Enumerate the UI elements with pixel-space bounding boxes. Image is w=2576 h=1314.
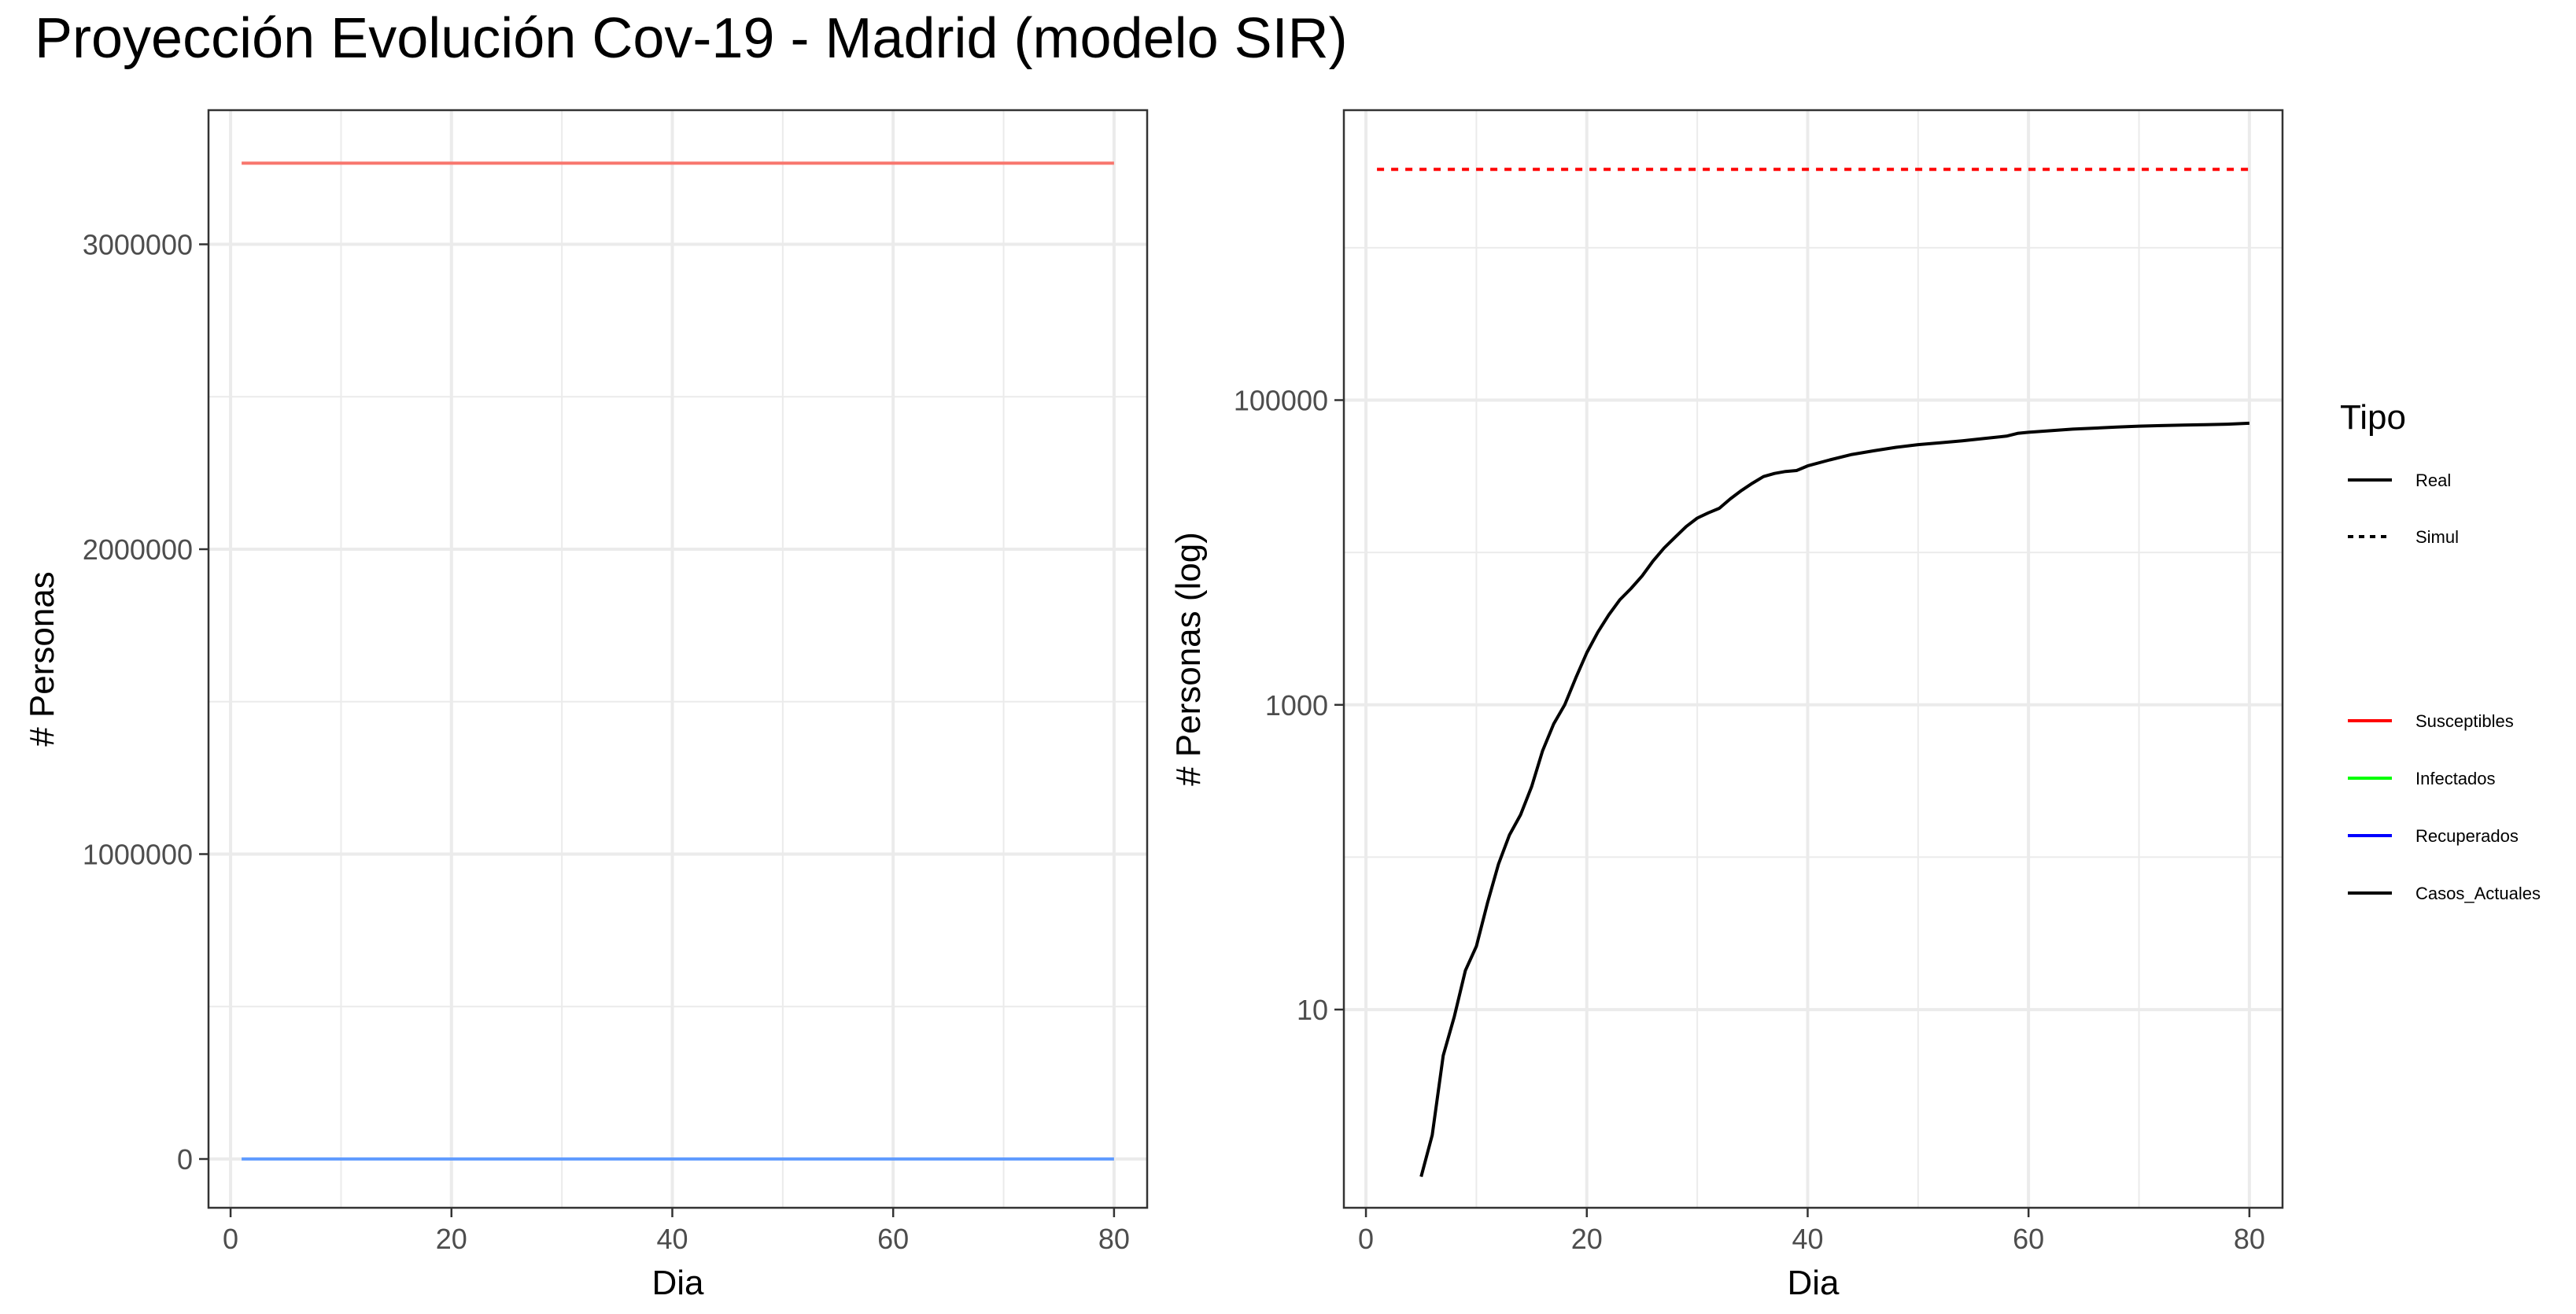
x-tick-label: 20: [436, 1223, 467, 1255]
x-tick-label: 0: [223, 1223, 238, 1255]
y-tick-label: 3000000: [83, 229, 193, 261]
y-axis-title: # Personas (log): [1169, 532, 1208, 786]
y-tick-label: 10: [1297, 994, 1328, 1026]
chart-left-panel: 0 20 40 60 80 0 1000000 2000000 3000000 Dia # Pers…: [23, 109, 1149, 1302]
legend-label-infectados: Infectados: [2415, 769, 2496, 788]
x-tick-label: 60: [877, 1223, 909, 1255]
chart-right-panel: 0 20 40 60 80 10 1000 100000 Dia # Personas (log): [1169, 109, 2284, 1302]
x-tick-label: 80: [2234, 1223, 2265, 1255]
x-tick-label: 20: [1571, 1223, 1603, 1255]
legend: Tipo Real Simul Susceptibles Infectados Recup…: [2340, 398, 2541, 903]
panel-border: [207, 109, 1149, 1209]
series-line-real: [1419, 421, 2249, 1178]
legend-label-susceptibles: Susceptibles: [2415, 711, 2514, 731]
x-axis-title: Dia: [1787, 1264, 1840, 1302]
x-tick-label: 0: [1358, 1223, 1374, 1255]
legend-label-recuperados: Recuperados: [2415, 826, 2519, 846]
legend-label-casos_actuales: Casos_Actuales: [2415, 884, 2541, 903]
x-tick-label: 40: [1792, 1223, 1823, 1255]
legend-title: Tipo: [2340, 398, 2406, 437]
y-tick-label: 1000000: [83, 839, 193, 871]
x-tick-label: 60: [2013, 1223, 2044, 1255]
y-axis-title: # Personas: [23, 571, 61, 747]
y-tick-label: 0: [177, 1143, 193, 1176]
legend-label-real: Real: [2415, 471, 2451, 490]
plot-background: [209, 110, 1147, 1208]
x-tick-label: 40: [656, 1223, 688, 1255]
chart-title: Proyección Evolución Cov-19 - Madrid (mo…: [35, 7, 1348, 70]
y-tick-label: 1000: [1265, 689, 1328, 722]
panel-border: [1342, 109, 2284, 1209]
y-tick-label: 100000: [1234, 385, 1328, 417]
y-tick-label: 2000000: [83, 533, 193, 566]
x-tick-label: 80: [1098, 1223, 1130, 1255]
plot-background: [1344, 110, 2283, 1208]
x-axis-title: Dia: [651, 1264, 704, 1302]
legend-label-simul: Simul: [2415, 527, 2459, 547]
